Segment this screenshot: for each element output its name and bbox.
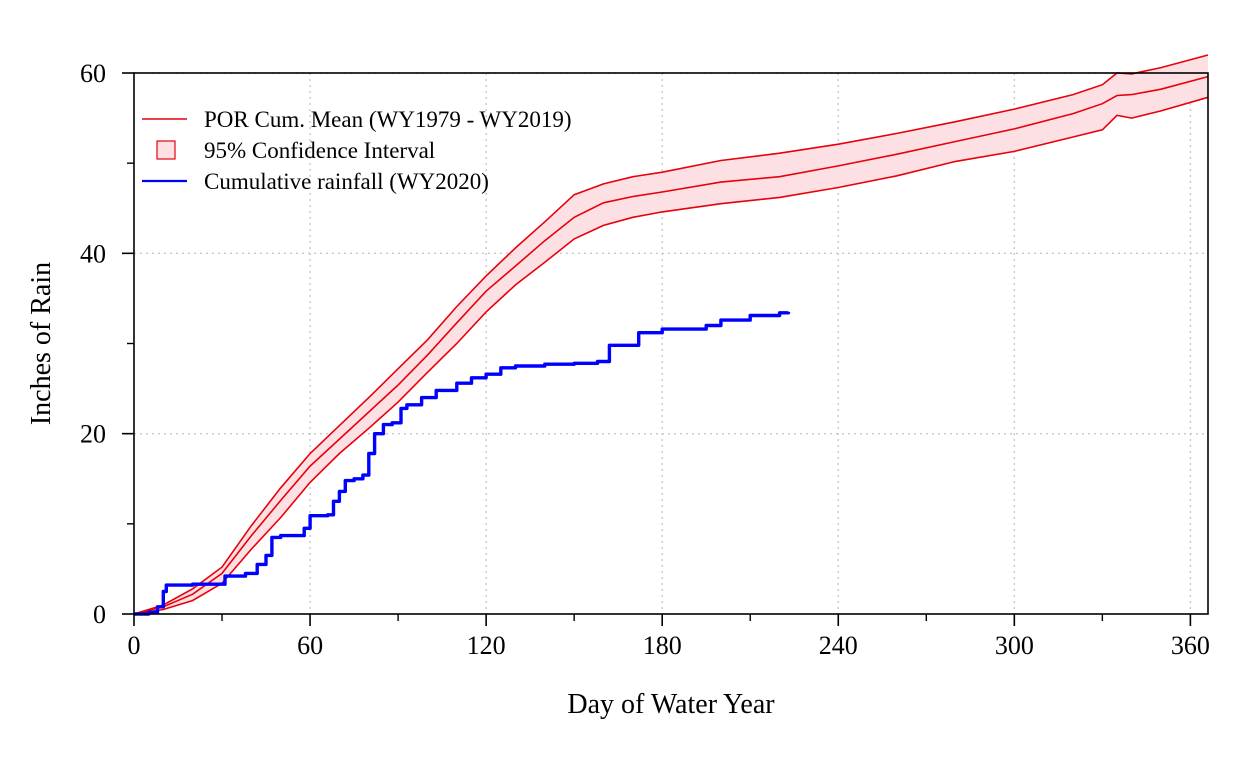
x-tick-label: 240: [819, 631, 858, 660]
legend-box-swatch: [156, 140, 176, 160]
x-tick-label: 120: [467, 631, 506, 660]
legend-label: Cumulative rainfall (WY2020): [204, 169, 489, 194]
series-lines: [133, 54, 1209, 616]
y-tick-label: 60: [80, 59, 106, 88]
y-tick-label: 20: [80, 420, 106, 449]
wy2020-rainfall-line: [134, 311, 791, 616]
x-tick-label: 360: [1171, 631, 1210, 660]
y-tick-label: 40: [80, 239, 106, 268]
legend: POR Cum. Mean (WY1979 - WY2019) 95% Confi…: [142, 107, 572, 194]
y-axis-title: Inches of Rain: [26, 262, 57, 425]
tick-labels: 0 60 120 180 240 300 360 0 20 40 60: [80, 59, 1210, 660]
x-tick-label: 60: [297, 631, 323, 660]
axis-ticks: [122, 72, 1192, 626]
por-mean-line: [133, 75, 1209, 615]
ci-upper-line: [133, 54, 1209, 615]
legend-label: 95% Confidence Interval: [204, 138, 435, 163]
ci-lower-line: [133, 96, 1209, 615]
x-axis-title: Day of Water Year: [567, 689, 775, 720]
y-tick-label: 0: [93, 600, 106, 629]
confidence-interval-band: [134, 55, 1208, 614]
x-tick-label: 180: [643, 631, 682, 660]
legend-label: POR Cum. Mean (WY1979 - WY2019): [204, 107, 572, 132]
x-tick-label: 300: [995, 631, 1034, 660]
x-tick-label: 0: [128, 631, 141, 660]
